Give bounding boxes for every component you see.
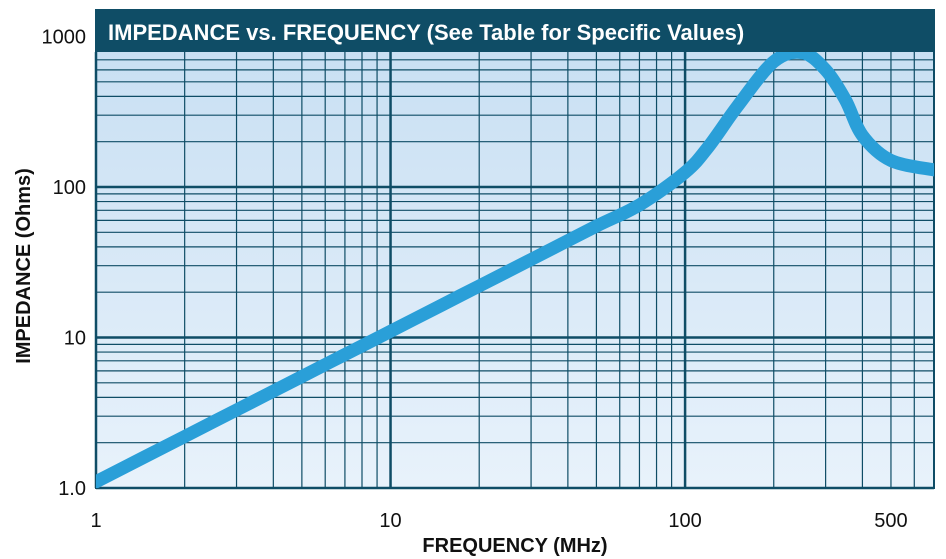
x-tick-label: 1 [90, 510, 101, 532]
x-tick-labels: 1 10 100 500 [90, 510, 907, 532]
curve-layer [96, 52, 934, 488]
y-tick-label: 1000 [42, 27, 87, 49]
y-axis-title: IMPEDANCE (Ohms) [13, 168, 35, 364]
y-tick-label: 100 [53, 177, 86, 199]
x-tick-label: 10 [379, 510, 401, 532]
x-tick-label: 100 [668, 510, 701, 532]
x-tick-label: 500 [874, 510, 907, 532]
x-axis-title: FREQUENCY (MHz) [422, 535, 607, 557]
plot-grid [94, 35, 935, 490]
title-bar [96, 10, 934, 52]
y-tick-label: 10 [64, 328, 86, 350]
impedance-curve [96, 52, 934, 488]
y-tick-label: 1.0 [58, 478, 86, 500]
chart-title: IMPEDANCE vs. FREQUENCY (See Table for S… [108, 20, 744, 45]
y-tick-labels: 1.0 10 100 1000 [42, 27, 87, 500]
